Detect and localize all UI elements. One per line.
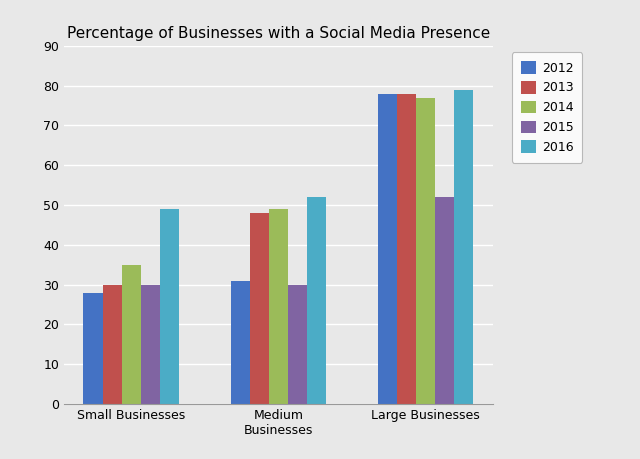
Bar [378,94,397,404]
Bar [435,197,454,404]
Legend: 2012, 2013, 2014, 2015, 2016: 2012, 2013, 2014, 2015, 2016 [512,52,582,163]
Bar [416,98,435,404]
Title: Percentage of Businesses with a Social Media Presence: Percentage of Businesses with a Social M… [67,26,490,40]
Bar [250,213,269,404]
Bar [160,209,179,404]
Bar [83,292,102,404]
Bar [141,285,160,404]
Bar [307,197,326,404]
Bar [397,94,416,404]
Bar [454,90,474,404]
Bar [122,265,141,404]
Bar [102,285,122,404]
Bar [269,209,288,404]
Bar [288,285,307,404]
Bar [230,280,250,404]
